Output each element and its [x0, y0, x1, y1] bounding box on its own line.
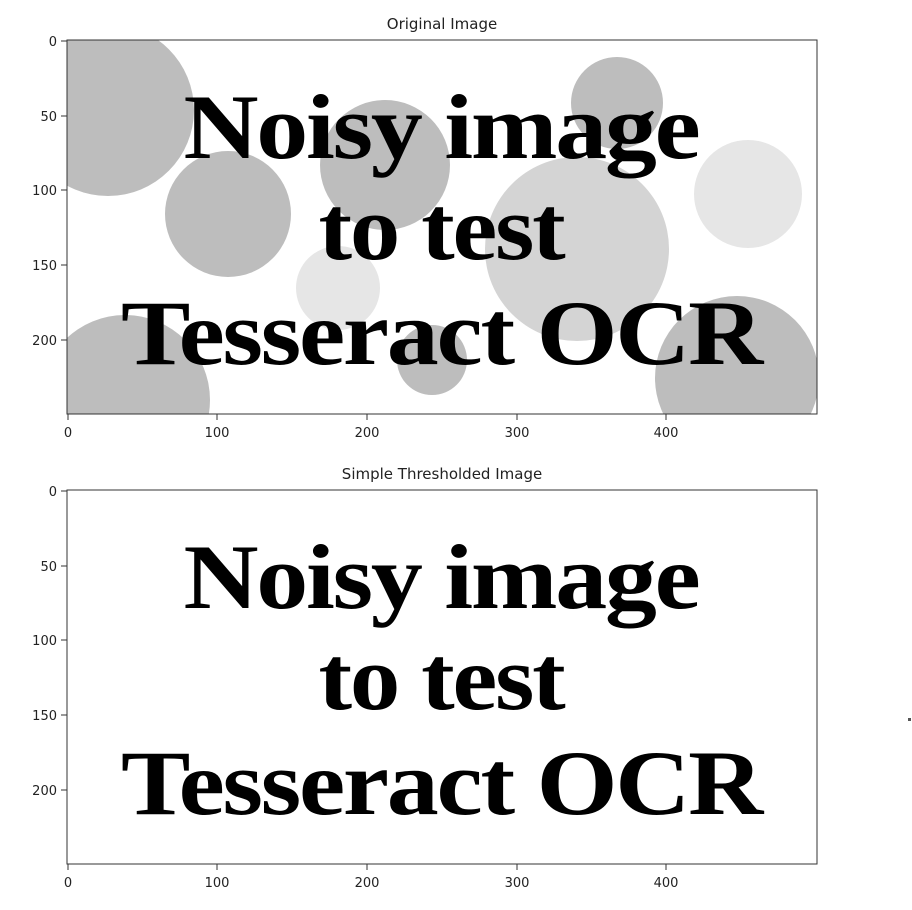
x-tick-label: 200	[355, 876, 380, 891]
y-axis-thresholded: 0 50 100 150 200	[32, 485, 67, 799]
x-tick-label: 0	[64, 876, 72, 891]
y-tick-label: 100	[32, 634, 57, 649]
x-axis-original: 0 100 200 300 400	[64, 414, 679, 441]
image-text-line-3: Tesseract OCR	[121, 282, 765, 384]
image-text-line-3: Tesseract OCR	[121, 732, 765, 834]
image-text-line-1: Noisy image	[184, 526, 699, 628]
image-thresholded: Noisy image to test Tesseract OCR	[67, 490, 817, 864]
stray-pixel-mark	[908, 718, 911, 721]
y-tick-label: 50	[40, 110, 57, 125]
x-tick-label: 100	[205, 876, 230, 891]
x-tick-label: 300	[505, 426, 530, 441]
y-tick-label: 0	[49, 35, 57, 50]
y-tick-label: 50	[40, 560, 57, 575]
y-tick-label: 150	[32, 259, 57, 274]
x-tick-label: 0	[64, 426, 72, 441]
image-original: Noisy image to test Tesseract OCR	[22, 24, 819, 485]
x-tick-label: 200	[355, 426, 380, 441]
x-axis-thresholded: 0 100 200 300 400	[64, 864, 679, 891]
x-tick-label: 400	[654, 426, 679, 441]
panel-thresholded: Simple Thresholded Image Noisy image to …	[32, 465, 817, 891]
y-axis-original: 0 50 100 150 200	[32, 35, 67, 349]
y-tick-label: 200	[32, 334, 57, 349]
y-tick-label: 0	[49, 485, 57, 500]
image-text-line-2: to test	[319, 177, 567, 279]
image-text-line-2: to test	[319, 627, 567, 729]
noise-circle	[694, 140, 802, 248]
image-text-line-1: Noisy image	[184, 76, 699, 178]
x-tick-label: 100	[205, 426, 230, 441]
panel-title-thresholded: Simple Thresholded Image	[342, 465, 542, 483]
y-tick-label: 200	[32, 784, 57, 799]
panel-title-original: Original Image	[387, 15, 497, 33]
y-tick-label: 100	[32, 184, 57, 199]
x-tick-label: 400	[654, 876, 679, 891]
panel-original: Original Image Noisy image to test Tesse…	[22, 15, 819, 485]
y-tick-label: 150	[32, 709, 57, 724]
x-tick-label: 300	[505, 876, 530, 891]
